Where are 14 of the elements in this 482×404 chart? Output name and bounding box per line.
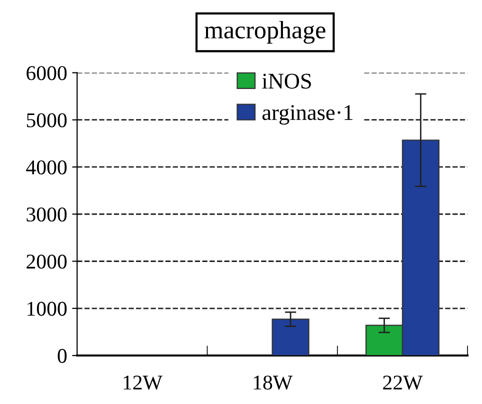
legend-label: iNOS <box>262 74 311 89</box>
y-tick-label: 3000 <box>26 207 67 222</box>
y-tick-label: 5000 <box>26 113 67 128</box>
x-tick-label: 12W <box>124 376 162 390</box>
x-tick-label: 18W <box>254 376 293 390</box>
y-tick-label: 1000 <box>28 302 67 316</box>
x-tick-label: 22W <box>383 376 423 390</box>
y-tick-label: 2000 <box>26 254 67 269</box>
y-tick-label: 0 <box>58 348 67 363</box>
chart-title: macrophage <box>204 20 326 44</box>
bar <box>272 318 310 356</box>
y-tick-label: 4000 <box>26 160 67 174</box>
legend-label: arginase·1 <box>262 105 353 125</box>
y-tick-label: 6000 <box>26 66 67 80</box>
